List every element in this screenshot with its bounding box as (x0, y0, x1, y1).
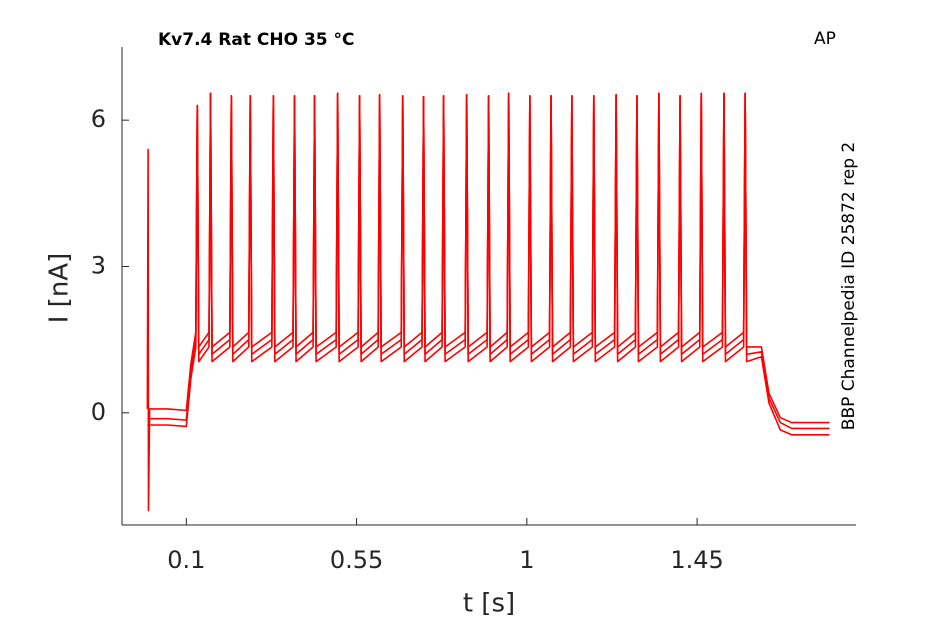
y-tick-label: 6 (91, 105, 106, 133)
trace-line (147, 92, 830, 436)
x-tick-label: 0.1 (167, 546, 205, 574)
y-tick-label: 0 (91, 398, 106, 426)
x-tick-label: 1.45 (670, 546, 723, 574)
y-tick-label: 3 (91, 251, 106, 279)
x-axis-title: t [s] (463, 589, 515, 619)
corner-label: AP (814, 29, 836, 49)
chart-title: Kv7.4 Rat CHO 35 °C (158, 30, 355, 50)
side-label: BBP Channelpedia ID 25872 rep 2 (839, 142, 859, 430)
y-axis-title: I [nA] (45, 253, 75, 323)
x-tick-label: 1 (519, 546, 534, 574)
x-tick-label: 0.55 (330, 546, 383, 574)
